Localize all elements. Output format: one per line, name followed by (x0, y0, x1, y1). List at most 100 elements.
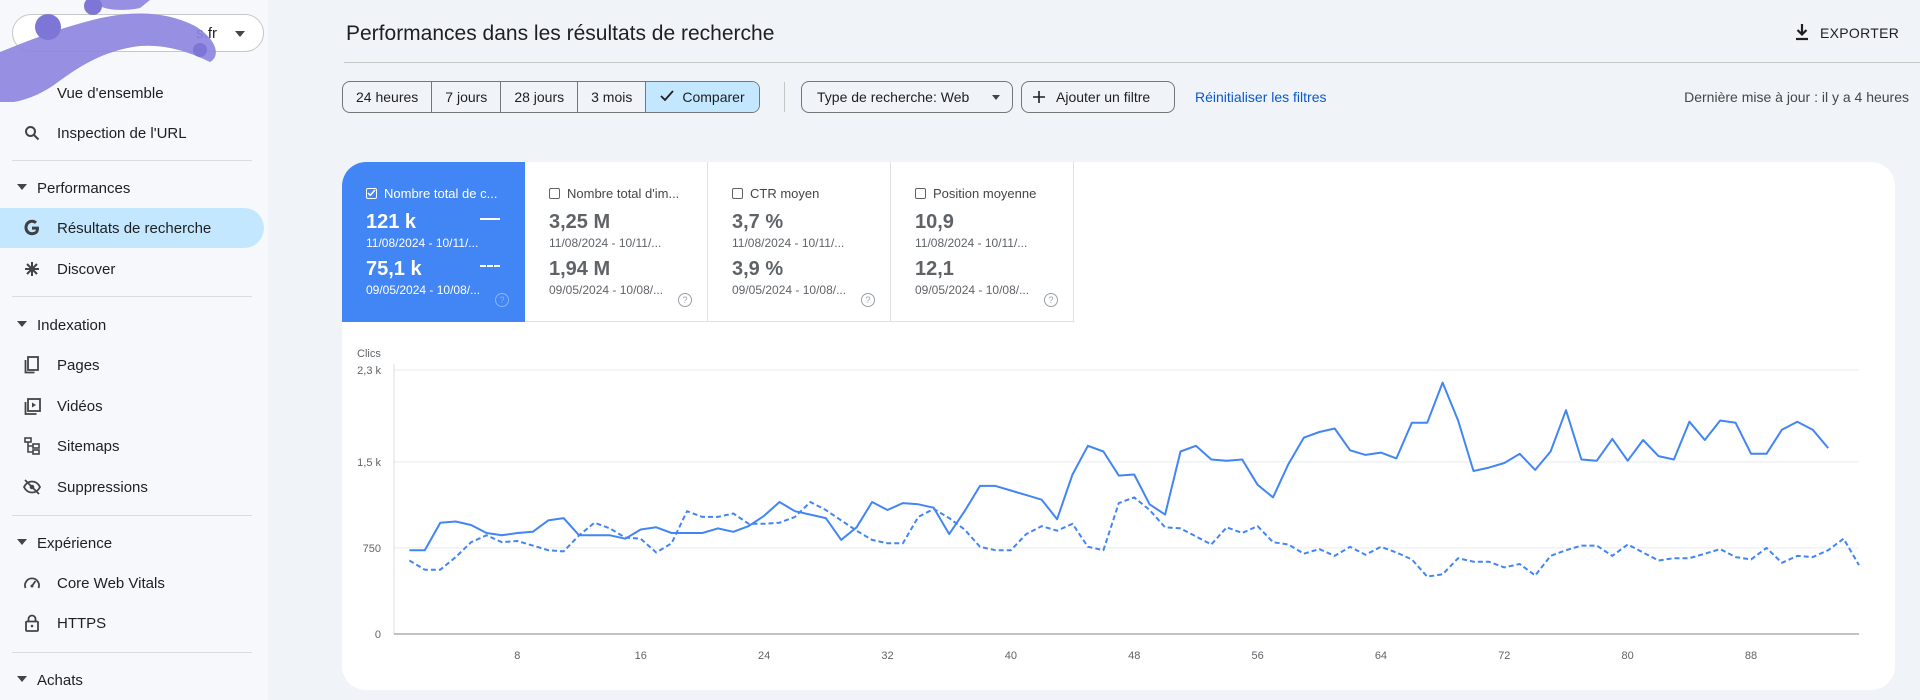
export-button[interactable]: EXPORTER (1794, 18, 1899, 48)
section-label: Achats (37, 672, 83, 689)
compare-button[interactable]: Comparer (646, 82, 759, 112)
sidebar-item-label: Résultats de recherche (57, 220, 212, 237)
caret-down-icon (17, 539, 27, 545)
metric-date-current: 11/08/2024 - 10/11/... (732, 236, 845, 250)
x-tick-label: 88 (1745, 650, 1757, 662)
y-axis-label: Clics (357, 348, 381, 360)
compare-label: Comparer (682, 89, 745, 105)
sidebar-item-label: HTTPS (57, 615, 107, 632)
metric-label: Nombre total de c... (384, 186, 498, 201)
y-tick-label: 750 (363, 543, 381, 555)
range-24h-button[interactable]: 24 heures (343, 82, 433, 112)
sidebar-item-pages[interactable]: Pages (0, 345, 264, 385)
metric-value-previous: 1,94 M (549, 258, 611, 280)
range-28d-button[interactable]: 28 jours (501, 82, 579, 112)
metric-value-previous: 75,1 k (366, 258, 422, 280)
x-tick-label: 80 (1622, 650, 1634, 662)
metric-card-position[interactable]: Position moyenne 10,9 11/08/2024 - 10/11… (891, 162, 1074, 322)
x-tick-label: 32 (881, 650, 893, 662)
performance-card: Nombre total de c... 121 k 11/08/2024 - … (342, 162, 1895, 690)
metric-value-previous: 3,9 % (732, 258, 784, 280)
metric-date-previous: 09/05/2024 - 10/08/... (549, 283, 664, 297)
pages-icon (22, 355, 42, 375)
checkbox-icon[interactable] (732, 188, 743, 199)
video-icon (22, 396, 42, 416)
metric-date-current: 11/08/2024 - 10/11/... (549, 236, 662, 250)
metric-value-current: 3,25 M (549, 211, 611, 233)
sidebar-item-core-web-vitals[interactable]: Core Web Vitals (0, 563, 264, 603)
sidebar-item-label: Vidéos (57, 398, 103, 415)
sidebar-item-overview[interactable]: Vue d'ensemble (0, 73, 264, 113)
metric-value-current: 10,9 (915, 211, 954, 233)
download-icon (1794, 23, 1810, 44)
sidebar-item-label: Sitemaps (57, 438, 120, 455)
search-type-dropdown[interactable]: Type de recherche: Web (801, 81, 1013, 113)
metric-date-previous: 09/05/2024 - 10/08/... (366, 283, 481, 297)
section-achats[interactable]: Achats (0, 665, 264, 695)
filter-divider (784, 82, 785, 112)
sidebar-item-label: Core Web Vitals (57, 575, 165, 592)
sidebar-item-label: Discover (57, 261, 116, 278)
help-icon[interactable]: ? (678, 293, 692, 307)
sidebar-item-removals[interactable]: Suppressions (0, 467, 264, 507)
sidebar-item-url-inspection[interactable]: Inspection de l'URL (0, 113, 264, 153)
metric-card-clicks[interactable]: Nombre total de c... 121 k 11/08/2024 - … (342, 162, 525, 322)
add-filter-button[interactable]: Ajouter un filtre (1021, 81, 1175, 113)
gauge-icon (22, 573, 42, 593)
sidebar-item-label: Suppressions (57, 479, 148, 496)
range-3m-button[interactable]: 3 mois (578, 82, 647, 112)
x-tick-label: 8 (514, 650, 520, 662)
date-range-selector: 24 heures 7 jours 28 jours 3 mois Compar… (342, 81, 760, 113)
metric-card-ctr[interactable]: CTR moyen 3,7 % 11/08/2024 - 10/11/... 3… (708, 162, 891, 322)
sidebar-item-discover[interactable]: Discover (0, 249, 264, 289)
metric-value-previous: 12,1 (915, 258, 954, 280)
y-tick-label: 1,5 k (357, 457, 381, 469)
metric-date-previous: 09/05/2024 - 10/08/... (915, 283, 1030, 297)
x-tick-label: 56 (1251, 650, 1263, 662)
lock-icon (22, 613, 42, 633)
add-filter-label: Ajouter un filtre (1056, 89, 1151, 105)
sidebar-item-label: Vue d'ensemble (57, 85, 164, 102)
section-label: Performances (37, 180, 131, 197)
asterisk-icon (22, 259, 42, 279)
sidebar-item-videos[interactable]: Vidéos (0, 386, 264, 426)
x-tick-label: 16 (635, 650, 647, 662)
section-label: Expérience (37, 535, 113, 552)
legend-solid-line (480, 218, 500, 220)
metric-card-impressions[interactable]: Nombre total d'im... 3,25 M 11/08/2024 -… (525, 162, 708, 322)
legend-dashed-line (480, 265, 500, 267)
divider (12, 652, 252, 653)
section-indexation[interactable]: Indexation (0, 310, 264, 340)
sidebar: s.fr Vue d'ensemble Inspection de l'URL … (0, 0, 268, 700)
last-updated-text: Dernière mise à jour : il y a 4 heures (1684, 89, 1909, 105)
metric-date-current: 11/08/2024 - 10/11/... (915, 236, 1028, 250)
help-icon[interactable]: ? (1044, 293, 1058, 307)
check-icon (660, 89, 675, 105)
help-icon[interactable]: ? (861, 293, 875, 307)
section-experience[interactable]: Expérience (0, 528, 264, 558)
help-icon[interactable]: ? (495, 293, 509, 307)
metric-label: CTR moyen (750, 186, 820, 201)
section-performances[interactable]: Performances (0, 173, 264, 203)
google-g-icon (22, 218, 42, 238)
metric-date-current: 11/08/2024 - 10/11/... (366, 236, 479, 250)
caret-down-icon (17, 184, 27, 190)
reset-filters-link[interactable]: Réinitialiser les filtres (1195, 89, 1327, 105)
checkbox-icon[interactable] (915, 188, 926, 199)
checkbox-checked-icon[interactable] (366, 188, 377, 199)
sidebar-item-sitemaps[interactable]: Sitemaps (0, 426, 264, 466)
range-7d-button[interactable]: 7 jours (432, 82, 502, 112)
metric-date-previous: 09/05/2024 - 10/08/... (732, 283, 847, 297)
metric-label: Position moyenne (933, 186, 1037, 201)
caret-down-icon (992, 95, 1000, 100)
header-divider (344, 62, 1920, 63)
property-selector[interactable]: s.fr (12, 14, 264, 52)
caret-down-icon (17, 676, 27, 682)
x-tick-label: 24 (758, 650, 770, 662)
sidebar-item-search-results[interactable]: Résultats de recherche (0, 208, 264, 248)
eye-off-icon (22, 477, 42, 497)
sidebar-item-label: Inspection de l'URL (57, 125, 187, 142)
checkbox-icon[interactable] (549, 188, 560, 199)
sidebar-item-https[interactable]: HTTPS (0, 603, 264, 643)
divider (12, 160, 252, 161)
